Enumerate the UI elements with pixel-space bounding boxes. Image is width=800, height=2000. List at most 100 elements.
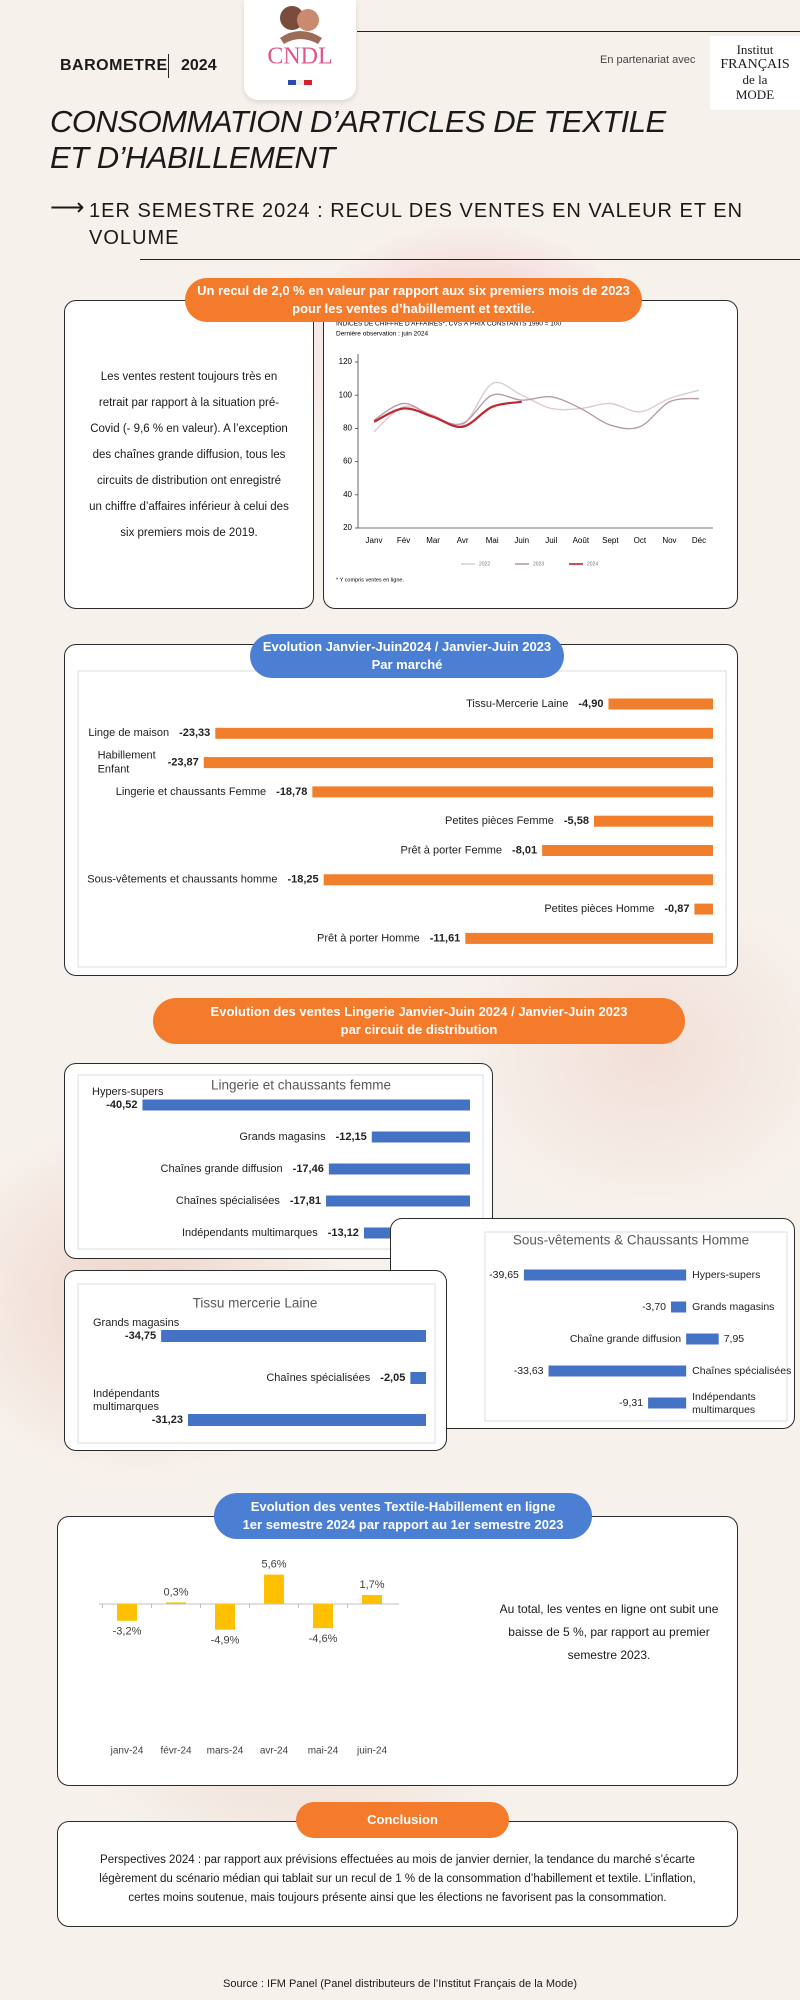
- y-tick-label: 120: [339, 357, 353, 366]
- bar-chart: Sous-vêtements & Chaussants Homme -39,65 H…: [484, 1231, 791, 1422]
- section-heading: Evolution des ventes Lingerie Janvier-Ju…: [153, 998, 685, 1044]
- bar: [264, 1574, 284, 1604]
- bar: [371, 1131, 470, 1143]
- bar: [686, 1333, 719, 1345]
- value-label: -9,31: [619, 1397, 643, 1409]
- logo-ifm: Institut FRANÇAIS de la MODE: [710, 36, 800, 110]
- x-tick-label: Nov: [662, 536, 676, 545]
- text-box: Les ventes restent toujours très en retr…: [64, 300, 314, 609]
- title: CONSOMMATION D’ARTICLES DE TEXTILE ET D’…: [50, 104, 666, 176]
- brand: BAROMETRE: [60, 57, 168, 74]
- value-label: 1,7%: [359, 1579, 384, 1591]
- header-rule: [357, 31, 800, 32]
- chart-title: Tissu mercerie Laine: [193, 1296, 318, 1311]
- title-line: ET D’HABILLEMENT: [50, 140, 335, 175]
- bar: [215, 1604, 235, 1630]
- value-label: -0,87: [664, 903, 689, 915]
- category-label: Grands magasins: [239, 1131, 326, 1143]
- source: Source : IFM Panel (Panel distributeurs …: [223, 1978, 577, 1990]
- plot-frame: [77, 1283, 436, 1444]
- chart-box: -4,90 Tissu-Mercerie Laine -23,33 Linge de …: [64, 644, 738, 976]
- category-label: Sous-vêtements et chaussants homme: [87, 874, 277, 886]
- category-label: Petites pièces Homme: [544, 903, 654, 915]
- section-text: Les ventes restent toujours très en retr…: [89, 370, 289, 539]
- value-label: -3,2%: [113, 1626, 142, 1638]
- value-label: 7,95: [724, 1333, 745, 1345]
- x-tick-label: Juil: [545, 536, 557, 545]
- value-label: -40,52: [106, 1099, 137, 1111]
- heading-line: par circuit de distribution: [340, 1022, 498, 1037]
- bar: [187, 1414, 426, 1426]
- heading-line: Evolution des ventes Lingerie Janvier-Ju…: [210, 1004, 628, 1019]
- value-label: -23,33: [179, 727, 210, 739]
- value-label: -2,05: [380, 1372, 405, 1384]
- logo-shape: [280, 31, 322, 44]
- category-label: Indépendants multimarques: [93, 1388, 163, 1413]
- logo-shape: [297, 9, 319, 31]
- category-label: Prêt à porter Femme: [401, 844, 502, 856]
- x-tick-label: Fév: [397, 536, 410, 545]
- conclusion-box: Perspectives 2024 : par rapport aux prév…: [57, 1821, 738, 1927]
- value-label: -23,87: [168, 757, 199, 769]
- chart-note: Dernière observation : juin 2024: [336, 331, 429, 338]
- legend-label: 2024: [587, 561, 598, 567]
- value-label: -12,15: [336, 1131, 367, 1143]
- bar: [523, 1269, 687, 1281]
- x-tick-label: Oct: [634, 536, 647, 545]
- category-label: Hypers-supers: [692, 1269, 760, 1281]
- year: 2024: [181, 57, 217, 74]
- x-tick-label: Avr: [457, 536, 469, 545]
- category-label: Chaînes grande diffusion: [161, 1163, 283, 1175]
- bar: [326, 1195, 470, 1207]
- value-label: -17,81: [290, 1195, 321, 1207]
- chart-title: Lingerie et chaussants femme: [211, 1078, 391, 1093]
- bar: [542, 845, 713, 856]
- bar: [203, 757, 714, 769]
- category-label: Indépendants multimarques: [182, 1227, 318, 1239]
- category-label: Lingerie et chaussants Femme: [116, 786, 266, 798]
- section-heading: Evolution Janvier-Juin2024 / Janvier-Jui…: [250, 634, 564, 678]
- bar-chart: -3,2% janv-24 0,3% févr-24 -4,9% mars-24 5,6% a…: [99, 1559, 399, 1757]
- category-label: Grands magasins: [692, 1301, 774, 1313]
- arrow: ⟶: [50, 194, 85, 221]
- value-label: -4,6%: [309, 1633, 338, 1645]
- category-label: Chaînes spécialisées: [176, 1195, 280, 1207]
- bar: [142, 1099, 471, 1111]
- value-label: -11,61: [430, 932, 461, 944]
- value-label: -31,23: [152, 1414, 183, 1426]
- chart-subtitle: INDICES DE CHIFFRE D’AFFAIRES*, CVS À PR…: [336, 319, 561, 328]
- x-tick-label: juin-24: [356, 1746, 387, 1757]
- x-tick-label: mars-24: [207, 1746, 244, 1757]
- conclusion-heading: Conclusion: [296, 1802, 509, 1838]
- category-label: Chaînes spécialisées: [692, 1365, 791, 1377]
- category-label: Petites pièces Femme: [445, 815, 554, 827]
- category-label: Habillement Enfant: [98, 750, 159, 776]
- value-label: -4,9%: [211, 1635, 240, 1647]
- logo-text: CNDL: [267, 44, 332, 70]
- logo-ifm-line: Institut: [736, 42, 774, 57]
- y-tick-label: 40: [343, 490, 352, 499]
- category-label: Grands magasins: [93, 1317, 180, 1329]
- value-label: -4,90: [578, 698, 603, 710]
- value-label: -5,58: [564, 815, 589, 827]
- bar: [328, 1163, 470, 1175]
- category-label: Chaînes spécialisées: [266, 1372, 370, 1384]
- bar: [648, 1397, 687, 1409]
- category-label: Prêt à porter Homme: [317, 932, 420, 944]
- value-label: -34,75: [125, 1330, 156, 1342]
- value-label: -33,63: [514, 1365, 544, 1377]
- legend-label: 2022: [479, 561, 490, 567]
- x-tick-label: Janv: [366, 536, 383, 545]
- bar: [694, 903, 713, 915]
- bar: [215, 727, 713, 739]
- section-heading: Un recul de 2,0 % en valeur par rapport …: [185, 278, 642, 322]
- value-label: -39,65: [489, 1269, 519, 1281]
- x-tick-label: Mar: [426, 536, 440, 545]
- heading-line: pour les ventes d’habillement et textile…: [292, 301, 535, 316]
- value-label: -18,25: [287, 874, 318, 886]
- flag: [296, 80, 304, 85]
- category-label: Tissu-Mercerie Laine: [466, 698, 568, 710]
- logo-ifm-line: FRANÇAIS: [720, 57, 790, 72]
- logo-cndl: CNDL: [244, 0, 356, 100]
